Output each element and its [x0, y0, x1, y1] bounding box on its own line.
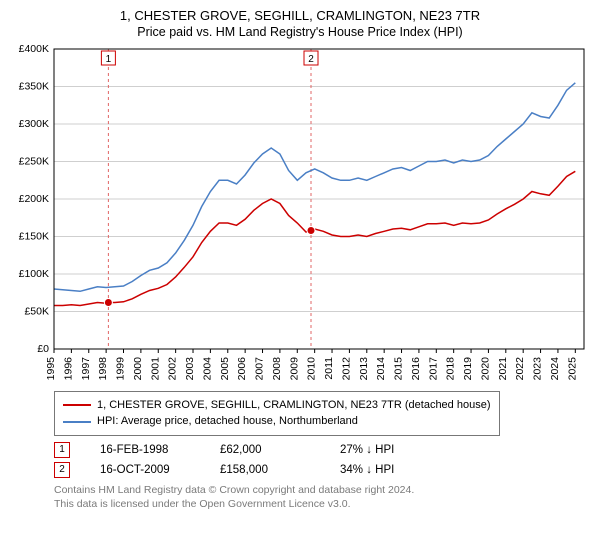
svg-text:£300K: £300K [19, 118, 49, 130]
sale-row: 2 16-OCT-2009 £158,000 34% ↓ HPI [54, 462, 580, 478]
svg-text:2009: 2009 [288, 357, 300, 381]
svg-text:1999: 1999 [115, 357, 127, 381]
svg-text:2023: 2023 [532, 357, 544, 381]
sale-delta: 34% ↓ HPI [340, 464, 430, 476]
svg-text:£0: £0 [37, 343, 49, 355]
legend-item: HPI: Average price, detached house, Nort… [63, 413, 491, 430]
legend: 1, CHESTER GROVE, SEGHILL, CRAMLINGTON, … [54, 391, 500, 436]
svg-text:1996: 1996 [62, 357, 74, 381]
sale-date: 16-OCT-2009 [100, 464, 190, 476]
svg-text:£400K: £400K [19, 45, 49, 55]
svg-text:2021: 2021 [497, 357, 509, 381]
figure: 1, CHESTER GROVE, SEGHILL, CRAMLINGTON, … [0, 0, 600, 519]
chart-subtitle: Price paid vs. HM Land Registry's House … [10, 25, 590, 39]
svg-text:2018: 2018 [445, 357, 457, 381]
footer-attribution: Contains HM Land Registry data © Crown c… [54, 484, 580, 511]
svg-text:2020: 2020 [479, 357, 491, 381]
svg-text:2014: 2014 [375, 357, 387, 381]
svg-text:2022: 2022 [514, 357, 526, 381]
legend-item: 1, CHESTER GROVE, SEGHILL, CRAMLINGTON, … [63, 397, 491, 414]
sale-price: £158,000 [220, 464, 310, 476]
svg-text:£250K: £250K [19, 155, 49, 167]
footer-line-1: Contains HM Land Registry data © Crown c… [54, 484, 580, 498]
svg-text:2003: 2003 [184, 357, 196, 381]
svg-text:2013: 2013 [358, 357, 370, 381]
svg-text:1997: 1997 [80, 357, 92, 381]
svg-text:2011: 2011 [323, 357, 335, 380]
svg-text:2012: 2012 [340, 357, 352, 381]
svg-text:£150K: £150K [19, 230, 49, 242]
svg-text:2001: 2001 [149, 357, 161, 381]
series-hpi [54, 83, 575, 291]
sale-delta: 27% ↓ HPI [340, 444, 430, 456]
series-price_paid [54, 171, 575, 305]
svg-text:2016: 2016 [410, 357, 422, 381]
svg-text:1998: 1998 [97, 357, 109, 381]
svg-text:2002: 2002 [167, 357, 179, 381]
svg-text:1995: 1995 [45, 357, 57, 381]
sale-marker-dot [104, 298, 112, 306]
sale-date: 16-FEB-1998 [100, 444, 190, 456]
sales-table: 1 16-FEB-1998 £62,000 27% ↓ HPI 2 16-OCT-2009… [54, 442, 580, 478]
svg-text:£50K: £50K [24, 305, 49, 317]
svg-text:2005: 2005 [219, 357, 231, 381]
chart-area: £0 £50K £100K £150K £200K £250K £300K £350K £400… [10, 45, 590, 385]
sale-marker-dot [307, 226, 315, 234]
legend-label: HPI: Average price, detached house, Nort… [97, 413, 358, 430]
sale-marker-key: 2 [54, 462, 70, 478]
legend-swatch [63, 404, 91, 406]
svg-text:2007: 2007 [254, 357, 266, 381]
svg-text:2017: 2017 [427, 357, 439, 381]
svg-text:2010: 2010 [306, 357, 318, 381]
svg-text:£200K: £200K [19, 193, 49, 205]
chart-svg: £0 £50K £100K £150K £200K £250K £300K £350K £400… [10, 45, 590, 385]
sale-marker-label: 2 [308, 54, 314, 65]
sale-row: 1 16-FEB-1998 £62,000 27% ↓ HPI [54, 442, 580, 458]
svg-text:£350K: £350K [19, 80, 49, 92]
svg-text:£100K: £100K [19, 268, 49, 280]
sale-marker-label: 1 [106, 54, 112, 65]
sale-marker-key: 1 [54, 442, 70, 458]
svg-text:2006: 2006 [236, 357, 248, 381]
svg-text:2004: 2004 [201, 357, 213, 381]
svg-text:2025: 2025 [566, 357, 578, 381]
svg-text:2024: 2024 [549, 357, 561, 381]
sale-price: £62,000 [220, 444, 310, 456]
chart-title: 1, CHESTER GROVE, SEGHILL, CRAMLINGTON, … [10, 8, 590, 25]
svg-text:2015: 2015 [393, 357, 405, 381]
svg-text:2008: 2008 [271, 357, 283, 381]
legend-label: 1, CHESTER GROVE, SEGHILL, CRAMLINGTON, … [97, 397, 491, 414]
svg-text:2000: 2000 [132, 357, 144, 381]
legend-swatch [63, 421, 91, 423]
footer-line-2: This data is licensed under the Open Gov… [54, 498, 580, 512]
svg-text:2019: 2019 [462, 357, 474, 381]
